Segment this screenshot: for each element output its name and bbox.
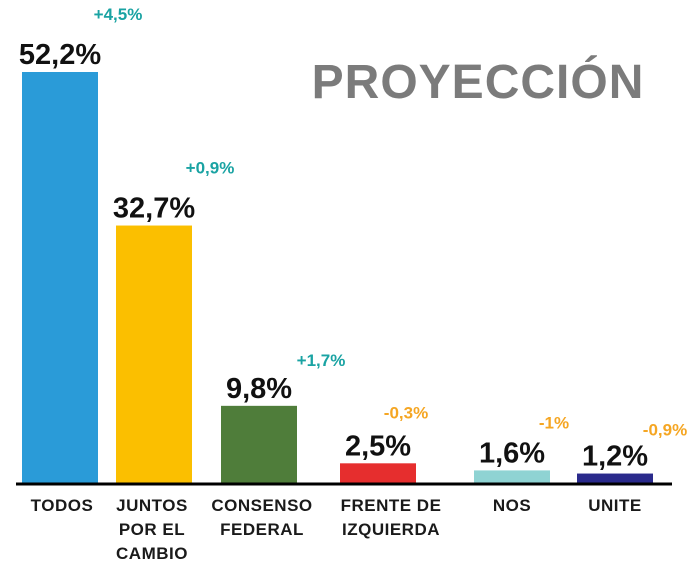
change-label-5: -1%	[539, 413, 569, 432]
change-label-4: -0,3%	[384, 403, 428, 422]
value-label-3: 9,8%	[226, 373, 292, 405]
category-label-1-line-1: TODOS	[31, 496, 94, 515]
category-label-5-line-1: NOS	[493, 496, 531, 515]
value-label-4: 2,5%	[345, 430, 411, 462]
chart-title: PROYECCIÓN	[312, 54, 645, 109]
change-label-1: +4,5%	[94, 5, 143, 24]
category-label-2-line-3: CAMBIO	[116, 544, 188, 563]
category-label-2-line-2: POR EL	[119, 520, 185, 539]
bar-3	[221, 405, 297, 483]
value-label-6: 1,2%	[582, 441, 648, 473]
category-label-6-line-1: UNITE	[588, 496, 642, 515]
bar-5	[474, 470, 550, 483]
value-label-1: 52,2%	[19, 39, 101, 71]
change-label-6: -0,9%	[643, 421, 687, 440]
bar-6	[577, 473, 653, 483]
category-label-4-line-2: IZQUIERDA	[342, 520, 440, 539]
value-label-2: 32,7%	[113, 193, 195, 225]
bar-4	[340, 463, 416, 483]
category-label-2-line-1: JUNTOS	[116, 496, 188, 515]
category-label-3-line-1: CONSENSO	[211, 496, 312, 515]
value-label-5: 1,6%	[479, 437, 545, 469]
bar-2	[116, 225, 192, 483]
change-label-2: +0,9%	[186, 159, 235, 178]
change-label-3: +1,7%	[297, 351, 346, 370]
bars-group: 52,2% +4,5% TODOS 32,7% +0,9% JUNTOS POR EL CAM…	[19, 5, 687, 563]
category-label-3-line-2: FEDERAL	[220, 520, 304, 539]
bar-1	[22, 72, 98, 483]
category-label-4-line-1: FRENTE DE	[341, 496, 442, 515]
